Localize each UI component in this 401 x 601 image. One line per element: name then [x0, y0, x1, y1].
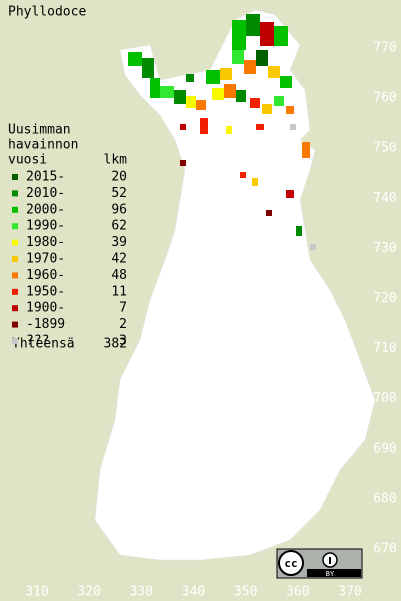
x-axis-label: 340	[182, 585, 205, 600]
legend-year-label: vuosi	[8, 153, 47, 168]
y-axis-label: 770	[373, 41, 396, 56]
legend-swatch	[12, 321, 18, 328]
map-title: Phyllodoce	[8, 5, 86, 20]
legend-count: 52	[111, 186, 127, 201]
license-label: BY	[326, 570, 335, 578]
legend-swatch	[12, 190, 18, 197]
y-axis-label: 750	[373, 141, 396, 156]
legend-swatch	[12, 338, 18, 344]
legend-swatch	[12, 288, 18, 295]
legend-label: 2010-	[26, 186, 65, 201]
legend-swatch	[12, 256, 18, 262]
legend-label: 1990-	[26, 219, 65, 234]
legend-count: 11	[111, 284, 127, 299]
legend-swatch	[12, 239, 18, 246]
legend-total: 382	[104, 337, 127, 352]
observation-squares	[128, 14, 316, 250]
legend-swatch	[12, 174, 18, 180]
legend-label: 1960-	[26, 268, 65, 283]
legend-count: 48	[111, 268, 127, 283]
legend-count: 7	[119, 301, 127, 316]
y-axis-label: 710	[373, 341, 396, 356]
legend-count: 20	[111, 170, 127, 185]
x-axis-label: 320	[77, 585, 100, 600]
legend-swatch	[12, 272, 18, 279]
y-axis-label: 730	[373, 241, 396, 256]
legend-label: 1970-	[26, 252, 65, 267]
legend-heading: havainnon	[8, 138, 78, 153]
svg-text:cc: cc	[284, 557, 297, 570]
legend-count: 3	[119, 334, 127, 349]
legend-count: 96	[111, 202, 127, 217]
x-axis-label: 330	[130, 585, 153, 600]
legend-count: 42	[111, 252, 127, 267]
legend-label: 2015-	[26, 170, 65, 185]
legend-label: 2000-	[26, 202, 65, 217]
legend-count: 2	[119, 317, 127, 332]
x-axis-label: 360	[286, 585, 309, 600]
legend-label: -1899	[26, 317, 65, 332]
legend-label: 1900-	[26, 301, 65, 316]
x-axis-label: 350	[234, 585, 257, 600]
legend-label: 1980-	[26, 235, 65, 250]
legend-swatch	[12, 305, 18, 312]
license-badge: cc BY	[276, 548, 363, 579]
y-axis-label: 680	[373, 491, 396, 506]
y-axis-label: 740	[373, 191, 396, 206]
legend-swatch	[12, 206, 18, 213]
y-axis-label: 720	[373, 291, 396, 306]
legend-count: 39	[111, 235, 127, 250]
y-axis-label: 760	[373, 91, 396, 106]
legend-count: 62	[111, 219, 127, 234]
x-axis-label: 370	[338, 585, 361, 600]
y-axis-label: 690	[373, 441, 396, 456]
legend-label: ???	[26, 334, 49, 349]
y-axis-label: 670	[373, 542, 396, 557]
legend-total-label: Yhteensä	[12, 337, 75, 352]
legend-count-label: lkm	[104, 153, 128, 168]
legend-heading: Uusimman	[8, 123, 71, 138]
y-axis-label: 700	[373, 391, 396, 406]
x-axis-label: 310	[25, 585, 48, 600]
legend-label: 1950-	[26, 284, 65, 299]
legend-swatch	[12, 223, 18, 230]
